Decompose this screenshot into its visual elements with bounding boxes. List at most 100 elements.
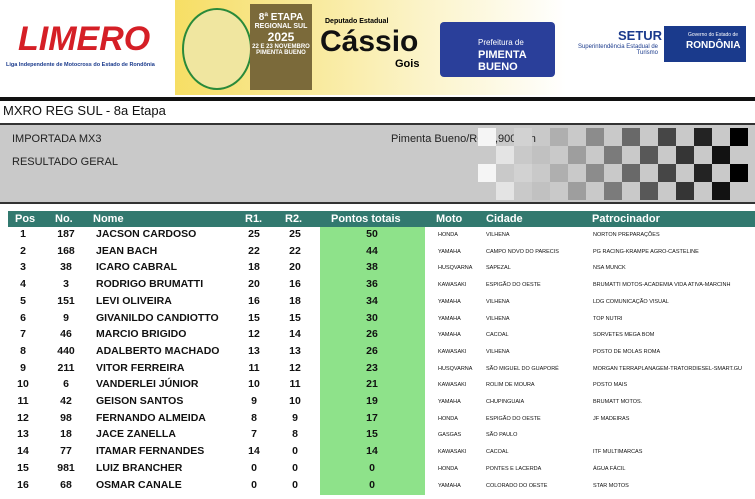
table-cell: 0 <box>292 445 298 458</box>
logo-subtitle: Liga Independente de Motocross do Estado… <box>6 62 155 68</box>
sponsor-name: Cássio <box>320 25 419 58</box>
sponsor-surname: Gois <box>395 58 420 70</box>
table-cell: 0 <box>251 478 257 491</box>
table-cell: 7 <box>251 428 257 441</box>
logo-box <box>0 0 175 95</box>
table-cell: 8 <box>20 344 26 357</box>
table-cell: 36 <box>366 278 378 291</box>
table-cell: 30 <box>366 311 378 324</box>
table-cell: 50 <box>366 228 378 240</box>
table-cell: 10 <box>248 378 260 391</box>
header-cell: R1. <box>245 213 263 225</box>
table-cell: NSA MUNCK <box>593 265 626 272</box>
table-cell: 15 <box>366 428 378 441</box>
flag-square <box>478 164 496 182</box>
setur: SETUR <box>618 28 663 43</box>
flag-square <box>514 164 532 182</box>
table-cell: KAWASAKI <box>438 382 467 389</box>
flag-square <box>568 182 586 200</box>
header-cell: Moto <box>436 213 463 225</box>
table-cell: ÁGUA FÁCIL <box>593 465 626 472</box>
table-cell: 2 <box>20 244 26 257</box>
setur-sub: Superintendência Estadual de Turismo <box>577 44 658 56</box>
stage-box: 8ª ETAPA REGIONAL SUL 2025 22 E 23 NOVEM… <box>250 4 312 90</box>
header-cell: Nome <box>93 213 124 225</box>
stage-sub: REGIONAL SUL <box>254 23 308 30</box>
table-cell: 15 <box>289 311 301 324</box>
table-cell: 13 <box>289 344 301 357</box>
table-cell: 15 <box>17 461 29 474</box>
table-cell: 44 <box>366 244 378 257</box>
table-cell: 10 <box>17 378 29 391</box>
flag-square <box>550 128 568 146</box>
table-cell: YAMAHA <box>438 248 461 255</box>
table-cell: 38 <box>60 261 72 274</box>
flag-square <box>658 164 676 182</box>
table-cell: 17 <box>366 411 378 424</box>
gov-state: RONDÔNIA <box>686 40 741 51</box>
result-type: RESULTADO GERAL <box>12 156 118 168</box>
table-cell: HONDA <box>438 415 458 422</box>
flag-square <box>622 164 640 182</box>
table-cell: 981 <box>57 461 75 474</box>
city: PIMENTA BUENO <box>256 50 306 56</box>
table-cell: ESPIGÃO DO OESTE <box>486 415 541 422</box>
table-cell: STAR MOTOS <box>593 482 629 489</box>
flag-square <box>604 146 622 164</box>
header-cell: Pos <box>15 213 36 225</box>
dates: 22 E 23 NOVEMBRO <box>252 44 310 50</box>
table-cell: HUSQVARNA <box>438 365 473 372</box>
table-cell: HONDA <box>438 465 458 472</box>
table-cell: YAMAHA <box>438 399 461 405</box>
table-cell: 10 <box>289 395 301 407</box>
event-title: MXRO REG SUL - 8a Etapa <box>3 103 166 118</box>
table-cell: 15 <box>248 311 260 324</box>
flag-square <box>568 146 586 164</box>
flag-square <box>586 164 604 182</box>
table-cell: 16 <box>289 278 301 291</box>
table-cell: NORTON PREPARAÇÕES <box>593 232 660 238</box>
table-cell: 68 <box>60 478 72 491</box>
table-cell: YAMAHA <box>438 482 461 489</box>
table-cell: 25 <box>248 228 260 240</box>
table-cell: 25 <box>289 228 301 240</box>
table-cell: 26 <box>366 328 378 341</box>
table-cell: 211 <box>57 361 75 374</box>
table-cell: KAWASAKI <box>438 282 467 289</box>
table-cell: 11 <box>248 361 260 374</box>
table-cell: POSTO MAIS <box>593 382 628 389</box>
table-cell: SAPEZAL <box>486 265 511 272</box>
flag-square <box>694 128 712 146</box>
table-cell: 5 <box>20 294 26 307</box>
table-cell: 3 <box>63 278 69 291</box>
table-cell: GEISON SANTOS <box>96 395 184 407</box>
table-cell: BRUMATTI MOTOS-ACADEMIA VIDA ATIVA-MARCI… <box>593 282 731 289</box>
table-cell: MORGAN TERRAPLANAGEM-TRATORDIESEL-SMART.… <box>593 365 743 372</box>
table-cell: 20 <box>248 278 260 291</box>
table-cell: ICARO CABRAL <box>96 261 178 274</box>
table-cell: PONTES E LACERDA <box>486 465 542 472</box>
table-cell: 14 <box>248 445 260 458</box>
table-cell: 11 <box>17 395 29 407</box>
table-cell: 0 <box>292 461 298 474</box>
table-cell: VILHENA <box>486 232 510 238</box>
flag-square <box>730 128 748 146</box>
flag-square <box>640 146 658 164</box>
flag-square <box>586 128 604 146</box>
table-cell: ESPIGÃO DO OESTE <box>486 282 541 289</box>
flag-square <box>712 182 730 200</box>
table-cell: 6 <box>63 378 69 391</box>
table-cell: 14 <box>289 328 301 341</box>
flag-square <box>676 182 694 200</box>
table-cell: TOP NUTRI <box>593 315 623 322</box>
table-cell: 13 <box>248 344 260 357</box>
table-cell: 14 <box>17 445 29 458</box>
table-cell: 16 <box>17 478 29 491</box>
table-cell: RODRIGO BRUMATTI <box>96 278 204 291</box>
table-cell: 21 <box>366 378 378 391</box>
flag-square <box>550 164 568 182</box>
banner: LIMERO Liga Independente de Motocross do… <box>0 0 755 95</box>
table-cell: GASGAS <box>438 432 462 439</box>
table-cell: 23 <box>366 361 378 374</box>
gov-prefix: Governo do Estado de <box>688 32 739 38</box>
